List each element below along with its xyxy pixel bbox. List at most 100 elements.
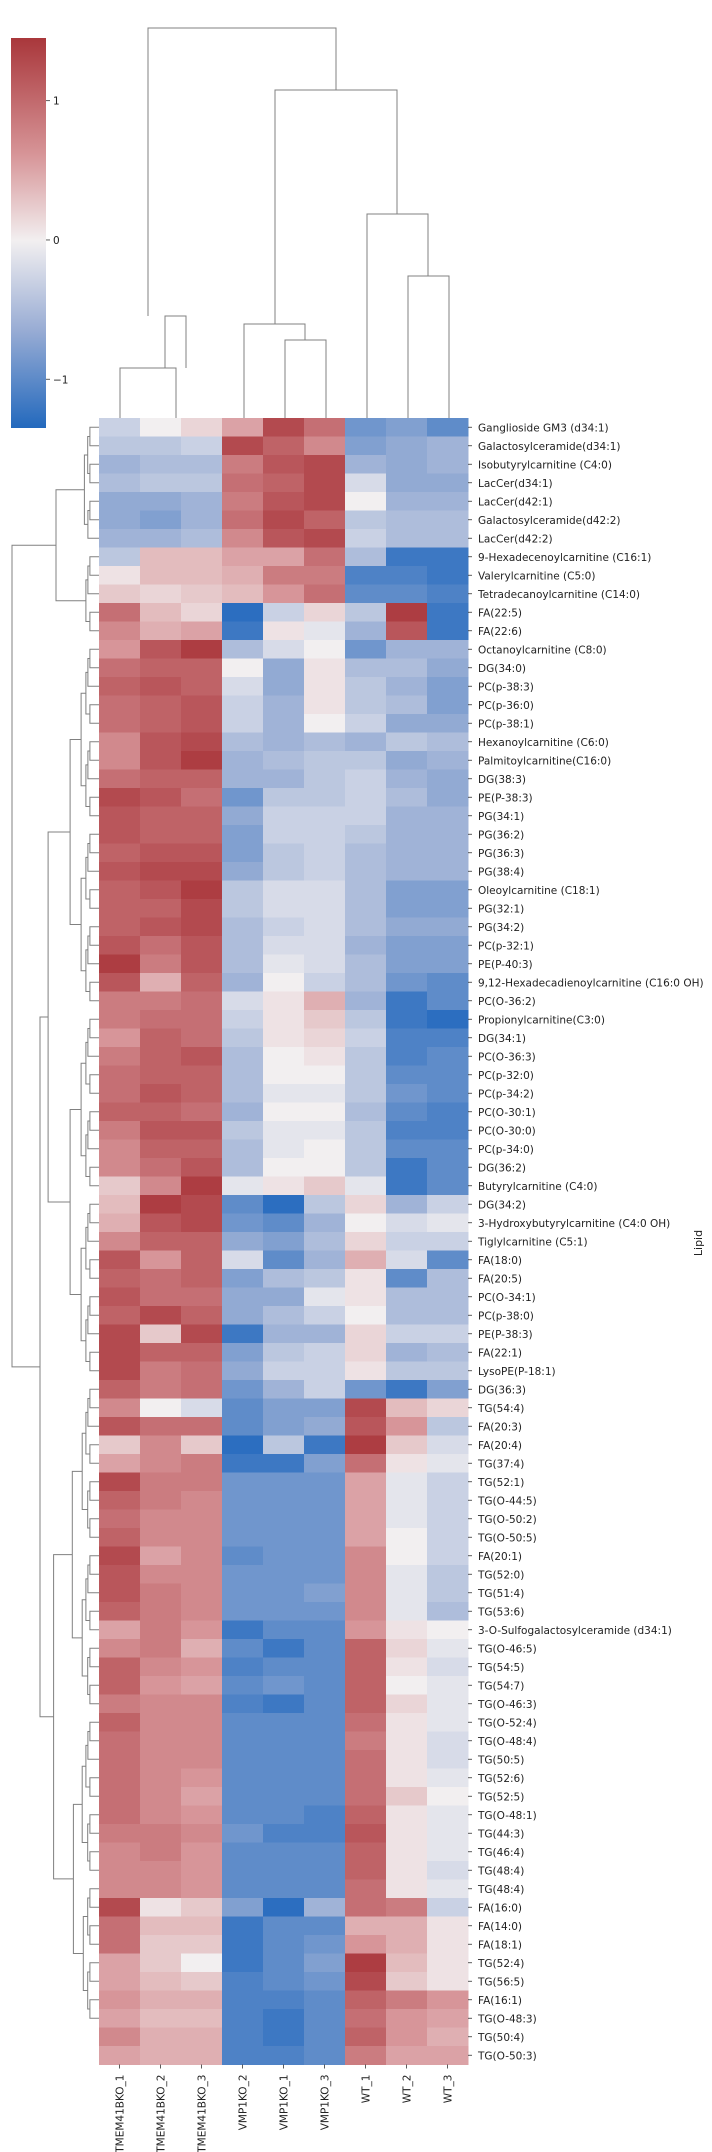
heatmap-cell [304, 473, 346, 493]
heatmap-cell [345, 584, 387, 604]
row-dendro-link [47, 831, 71, 1203]
heatmap-cell [99, 1343, 141, 1362]
heatmap-cell [427, 862, 469, 881]
heatmap-cell [427, 621, 469, 641]
heatmap-cell [181, 1768, 223, 1788]
heatmap-cell [263, 1935, 305, 1954]
heatmap-cell [427, 769, 469, 789]
heatmap-cell [263, 1639, 305, 1658]
heatmap-cell [222, 1102, 264, 1122]
row-label: LysoPE(P-18:1) [478, 1366, 556, 1378]
row-label: DG(34:2) [478, 1199, 526, 1211]
heatmap-cell [304, 732, 346, 752]
heatmap-cell [140, 806, 182, 826]
row-dendro-link [89, 926, 99, 946]
heatmap-cell [140, 899, 182, 918]
heatmap-cell [99, 2009, 141, 2028]
heatmap-cell [263, 510, 305, 530]
heatmap-cell [304, 1583, 346, 1603]
heatmap-cell [140, 473, 182, 493]
heatmap-cell [386, 1583, 428, 1603]
row-label: TG(56:5) [477, 1976, 524, 1988]
heatmap-cell [263, 1657, 305, 1677]
row-label: PG(36:3) [478, 848, 524, 860]
heatmap-cell [345, 1639, 387, 1658]
heatmap-cell [140, 584, 182, 604]
heatmap-cell [222, 1750, 264, 1769]
heatmap-cell [181, 1842, 223, 1862]
heatmap-cell [263, 1491, 305, 1510]
heatmap-cell [304, 751, 346, 770]
heatmap-cell [181, 640, 223, 659]
heatmap-cell [304, 1528, 346, 1547]
heatmap-cell [181, 714, 223, 733]
heatmap-cell [181, 1102, 223, 1122]
heatmap-cell [222, 547, 264, 567]
heatmap-cell [181, 1250, 223, 1270]
row-label: 9-Hexadecenoylcarnitine (C16:1) [478, 552, 651, 564]
heatmap-cell [222, 2009, 264, 2028]
heatmap-cell [263, 769, 305, 789]
heatmap-cell [427, 2027, 469, 2047]
heatmap-cell [99, 732, 141, 752]
y-axis-label: Lipid [692, 1230, 705, 1256]
colorbar-ticks: 1 0 −1 [46, 96, 68, 386]
heatmap-cell [263, 1028, 305, 1048]
heatmap-cell [263, 418, 305, 437]
heatmap-cell [99, 1861, 141, 1880]
row-label: 3-Hydroxybutyrylcarnitine (C4:0 OH) [478, 1218, 670, 1230]
heatmap-cell [386, 954, 428, 974]
heatmap-cell [304, 1657, 346, 1677]
heatmap-cell [304, 1084, 346, 1103]
heatmap-cell [181, 1232, 223, 1251]
heatmap-cell [386, 1454, 428, 1473]
heatmap-cell [99, 1916, 141, 1936]
heatmap-cell [222, 1417, 264, 1436]
heatmap-cell [263, 991, 305, 1011]
row-label: PC(p-34:0) [478, 1144, 534, 1156]
heatmap-cell [427, 1768, 469, 1788]
heatmap-cell [386, 1787, 428, 1806]
heatmap-cell [222, 843, 264, 863]
row-label: DG(34:0) [478, 663, 526, 675]
heatmap-cell [140, 788, 182, 807]
heatmap-cell [345, 991, 387, 1011]
row-label: TG(O-50:3) [477, 2050, 537, 2062]
heatmap-cell [427, 1657, 469, 1677]
heatmap-cell [263, 1861, 305, 1880]
heatmap-cell [263, 436, 305, 456]
heatmap-cell [222, 1306, 264, 1325]
heatmap-cell [345, 917, 387, 937]
heatmap-cell [140, 2046, 182, 2065]
heatmap-cell [386, 1287, 428, 1307]
heatmap-cell [386, 603, 428, 622]
heatmap-cell [99, 714, 141, 733]
heatmap-cell [345, 1065, 387, 1085]
heatmap-cell [140, 714, 182, 733]
heatmap-cell [345, 603, 387, 622]
heatmap-cell [345, 1824, 387, 1843]
heatmap-cell [263, 1731, 305, 1751]
heatmap-cell [263, 473, 305, 493]
heatmap-cell [99, 2046, 141, 2065]
row-label: FA(22:5) [478, 607, 522, 619]
heatmap-cell [99, 2027, 141, 2047]
heatmap-cell [345, 1972, 387, 1991]
heatmap-cell [345, 751, 387, 770]
heatmap-cell [263, 1435, 305, 1455]
heatmap-cell [222, 1805, 264, 1825]
row-label: TG(51:4) [477, 1588, 524, 1600]
heatmap-cell [99, 1639, 141, 1658]
heatmap-cell [140, 640, 182, 659]
heatmap-cell [222, 677, 264, 696]
heatmap-cell [99, 751, 141, 770]
row-dendro-link [89, 1610, 99, 1631]
heatmap-cell [386, 1213, 428, 1233]
heatmap-cell [181, 1287, 223, 1307]
heatmap-cell [181, 1657, 223, 1677]
heatmap-cell [181, 1491, 223, 1510]
heatmap-cell [345, 843, 387, 863]
heatmap-cell [222, 1343, 264, 1362]
heatmap-cell [427, 788, 469, 807]
heatmap-cell [386, 1620, 428, 1640]
